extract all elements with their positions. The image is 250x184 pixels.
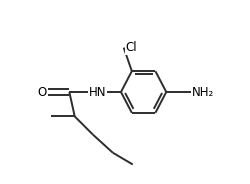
Text: Cl: Cl [125, 41, 137, 54]
Text: NH₂: NH₂ [192, 86, 214, 98]
Text: O: O [37, 86, 46, 98]
Text: HN: HN [88, 86, 106, 98]
